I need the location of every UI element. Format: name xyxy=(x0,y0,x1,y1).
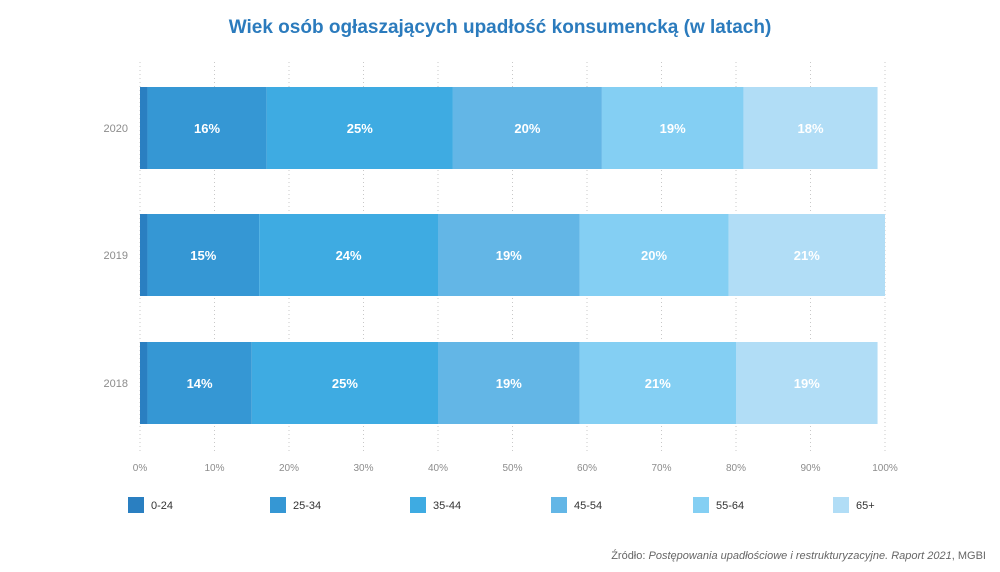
bar-segment xyxy=(438,214,580,296)
bar-segment xyxy=(259,214,438,296)
bar-segment xyxy=(140,87,148,169)
data-label: 15% xyxy=(190,248,216,263)
legend-label: 0-24 xyxy=(151,500,173,512)
x-tick-label: 80% xyxy=(726,463,746,474)
x-tick-label: 50% xyxy=(502,463,522,474)
data-label: 19% xyxy=(794,376,820,391)
x-tick-label: 60% xyxy=(577,463,597,474)
data-label: 21% xyxy=(794,248,820,263)
x-tick-label: 100% xyxy=(872,463,898,474)
data-label: 20% xyxy=(641,248,667,263)
bar-segment xyxy=(140,342,148,424)
x-axis-labels: 0% 10% 20% 30% 40% 50% 60% 70% 80% 90% 100% xyxy=(133,463,898,474)
data-label: 24% xyxy=(336,248,362,263)
data-label: 16% xyxy=(194,121,220,136)
legend: 0-24 25-34 35-44 45-54 55-64 65+ xyxy=(128,497,875,513)
data-label: 18% xyxy=(797,121,823,136)
legend-swatch xyxy=(693,497,709,513)
x-tick-label: 20% xyxy=(279,463,299,474)
data-label: 25% xyxy=(347,121,373,136)
bar-segment xyxy=(743,87,878,169)
x-tick-label: 10% xyxy=(204,463,224,474)
x-tick-label: 30% xyxy=(353,463,373,474)
x-tick-label: 0% xyxy=(133,463,148,474)
bar-segment xyxy=(251,342,438,424)
y-tick-label: 2018 xyxy=(104,378,128,390)
data-label: 19% xyxy=(660,121,686,136)
legend-swatch xyxy=(410,497,426,513)
y-tick-label: 2019 xyxy=(104,250,128,262)
legend-label: 55-64 xyxy=(716,500,744,512)
bar-segment xyxy=(579,214,729,296)
y-tick-label: 2020 xyxy=(104,123,128,135)
legend-label: 45-54 xyxy=(574,500,602,512)
data-label: 19% xyxy=(496,376,522,391)
bars: 16% 25% 20% 19% 18% 15% 24% 19% 20% 21% 14% 25% 19% 2… xyxy=(140,87,885,424)
bar-segment xyxy=(452,87,602,169)
y-axis-labels: 2020 2019 2018 xyxy=(104,123,128,390)
data-label: 14% xyxy=(187,376,213,391)
bar-segment xyxy=(140,214,148,296)
bar-segment xyxy=(579,342,736,424)
data-label: 21% xyxy=(645,376,671,391)
bar-segment xyxy=(147,342,252,424)
bar-segment xyxy=(601,87,744,169)
legend-label: 35-44 xyxy=(433,500,461,512)
data-label: 25% xyxy=(332,376,358,391)
legend-swatch xyxy=(128,497,144,513)
bar-segment xyxy=(147,214,260,296)
source-note: Źródło: Postępowania upadłościowe i rest… xyxy=(611,550,986,562)
x-tick-label: 90% xyxy=(800,463,820,474)
x-tick-label: 70% xyxy=(651,463,671,474)
bar-segment xyxy=(147,87,267,169)
legend-swatch xyxy=(270,497,286,513)
bar-segment xyxy=(438,342,580,424)
data-label: 19% xyxy=(496,248,522,263)
legend-swatch xyxy=(833,497,849,513)
legend-label: 25-34 xyxy=(293,500,321,512)
legend-swatch xyxy=(551,497,567,513)
legend-label: 65+ xyxy=(856,500,875,512)
bar-segment xyxy=(736,342,878,424)
bar-segment xyxy=(728,214,885,296)
chart-title: Wiek osób ogłaszających upadłość konsume… xyxy=(228,17,772,38)
bar-segment xyxy=(266,87,453,169)
x-tick-label: 40% xyxy=(428,463,448,474)
data-label: 20% xyxy=(514,121,540,136)
